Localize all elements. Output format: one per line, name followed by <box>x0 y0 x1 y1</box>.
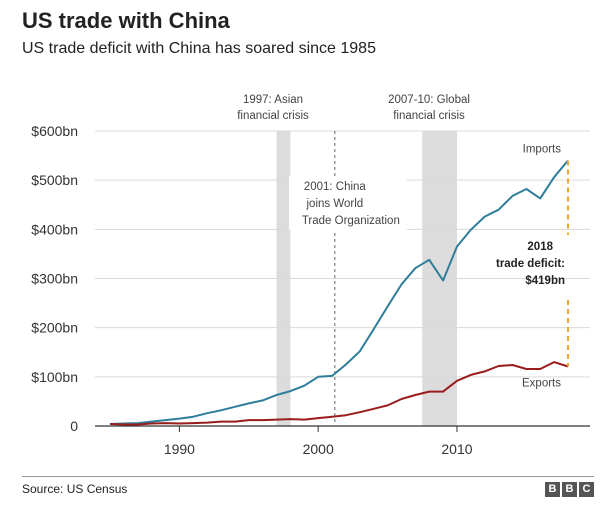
y-axis-labels: 0 $100bn $200bn $300bn $400bn $500bn $600bn <box>31 123 78 434</box>
deficit-label-line: $419bn <box>525 275 565 287</box>
event-label-line: 2001: China <box>304 181 367 193</box>
x-tick-label: 2010 <box>441 441 472 457</box>
logo-letter: C <box>579 482 594 497</box>
series-line-exports <box>109 361 569 426</box>
series-lines <box>109 159 569 426</box>
x-tick-label: 2000 <box>303 441 334 457</box>
deficit-label: 2018 trade deficit: $419bn <box>496 241 565 287</box>
bbc-logo: B B C <box>545 482 594 497</box>
deficit-label-line: 2018 <box>527 241 553 253</box>
crisis-label-line: 1997: Asian <box>243 94 303 106</box>
event-label-bg <box>289 176 407 230</box>
chart-subtitle: US trade deficit with China has soared s… <box>22 40 376 57</box>
y-tick-label: $500bn <box>31 172 78 188</box>
x-tick-label: 1990 <box>164 441 195 457</box>
crisis-label: 1997: Asian financial crisis <box>237 94 309 122</box>
logo-letter: B <box>562 482 577 497</box>
footer-divider <box>22 476 594 477</box>
event-label-line: joins World <box>306 198 364 210</box>
x-axis: 1990 2000 2010 <box>164 426 473 457</box>
event-label-line: Trade Organization <box>302 215 400 227</box>
crisis-label-line: 2007-10: Global <box>388 94 470 106</box>
logo-letter: B <box>545 482 560 497</box>
y-tick-label: $100bn <box>31 369 78 385</box>
y-tick-label: $200bn <box>31 320 78 336</box>
grid-lines <box>95 130 590 427</box>
y-tick-label: $600bn <box>31 123 78 139</box>
crisis-label-line: financial crisis <box>237 110 309 122</box>
series-label-exports: Exports <box>522 378 561 390</box>
chart-title: US trade with China <box>22 8 230 33</box>
deficit-label-line: trade deficit: <box>496 258 565 270</box>
y-tick-label: $300bn <box>31 271 78 287</box>
trade-chart: 0 $100bn $200bn $300bn $400bn $500bn $600bn 19… <box>31 94 590 457</box>
crisis-label: 2007-10: Global financial crisis <box>388 94 470 122</box>
series-line-imports <box>109 159 569 425</box>
y-tick-label: 0 <box>70 418 78 434</box>
series-label-imports: Imports <box>523 144 562 156</box>
crisis-label-line: financial crisis <box>393 110 465 122</box>
y-tick-label: $400bn <box>31 221 78 237</box>
event-label: 2001: China joins World Trade Organization <box>302 181 400 227</box>
source-note: Source: US Census <box>22 482 128 496</box>
